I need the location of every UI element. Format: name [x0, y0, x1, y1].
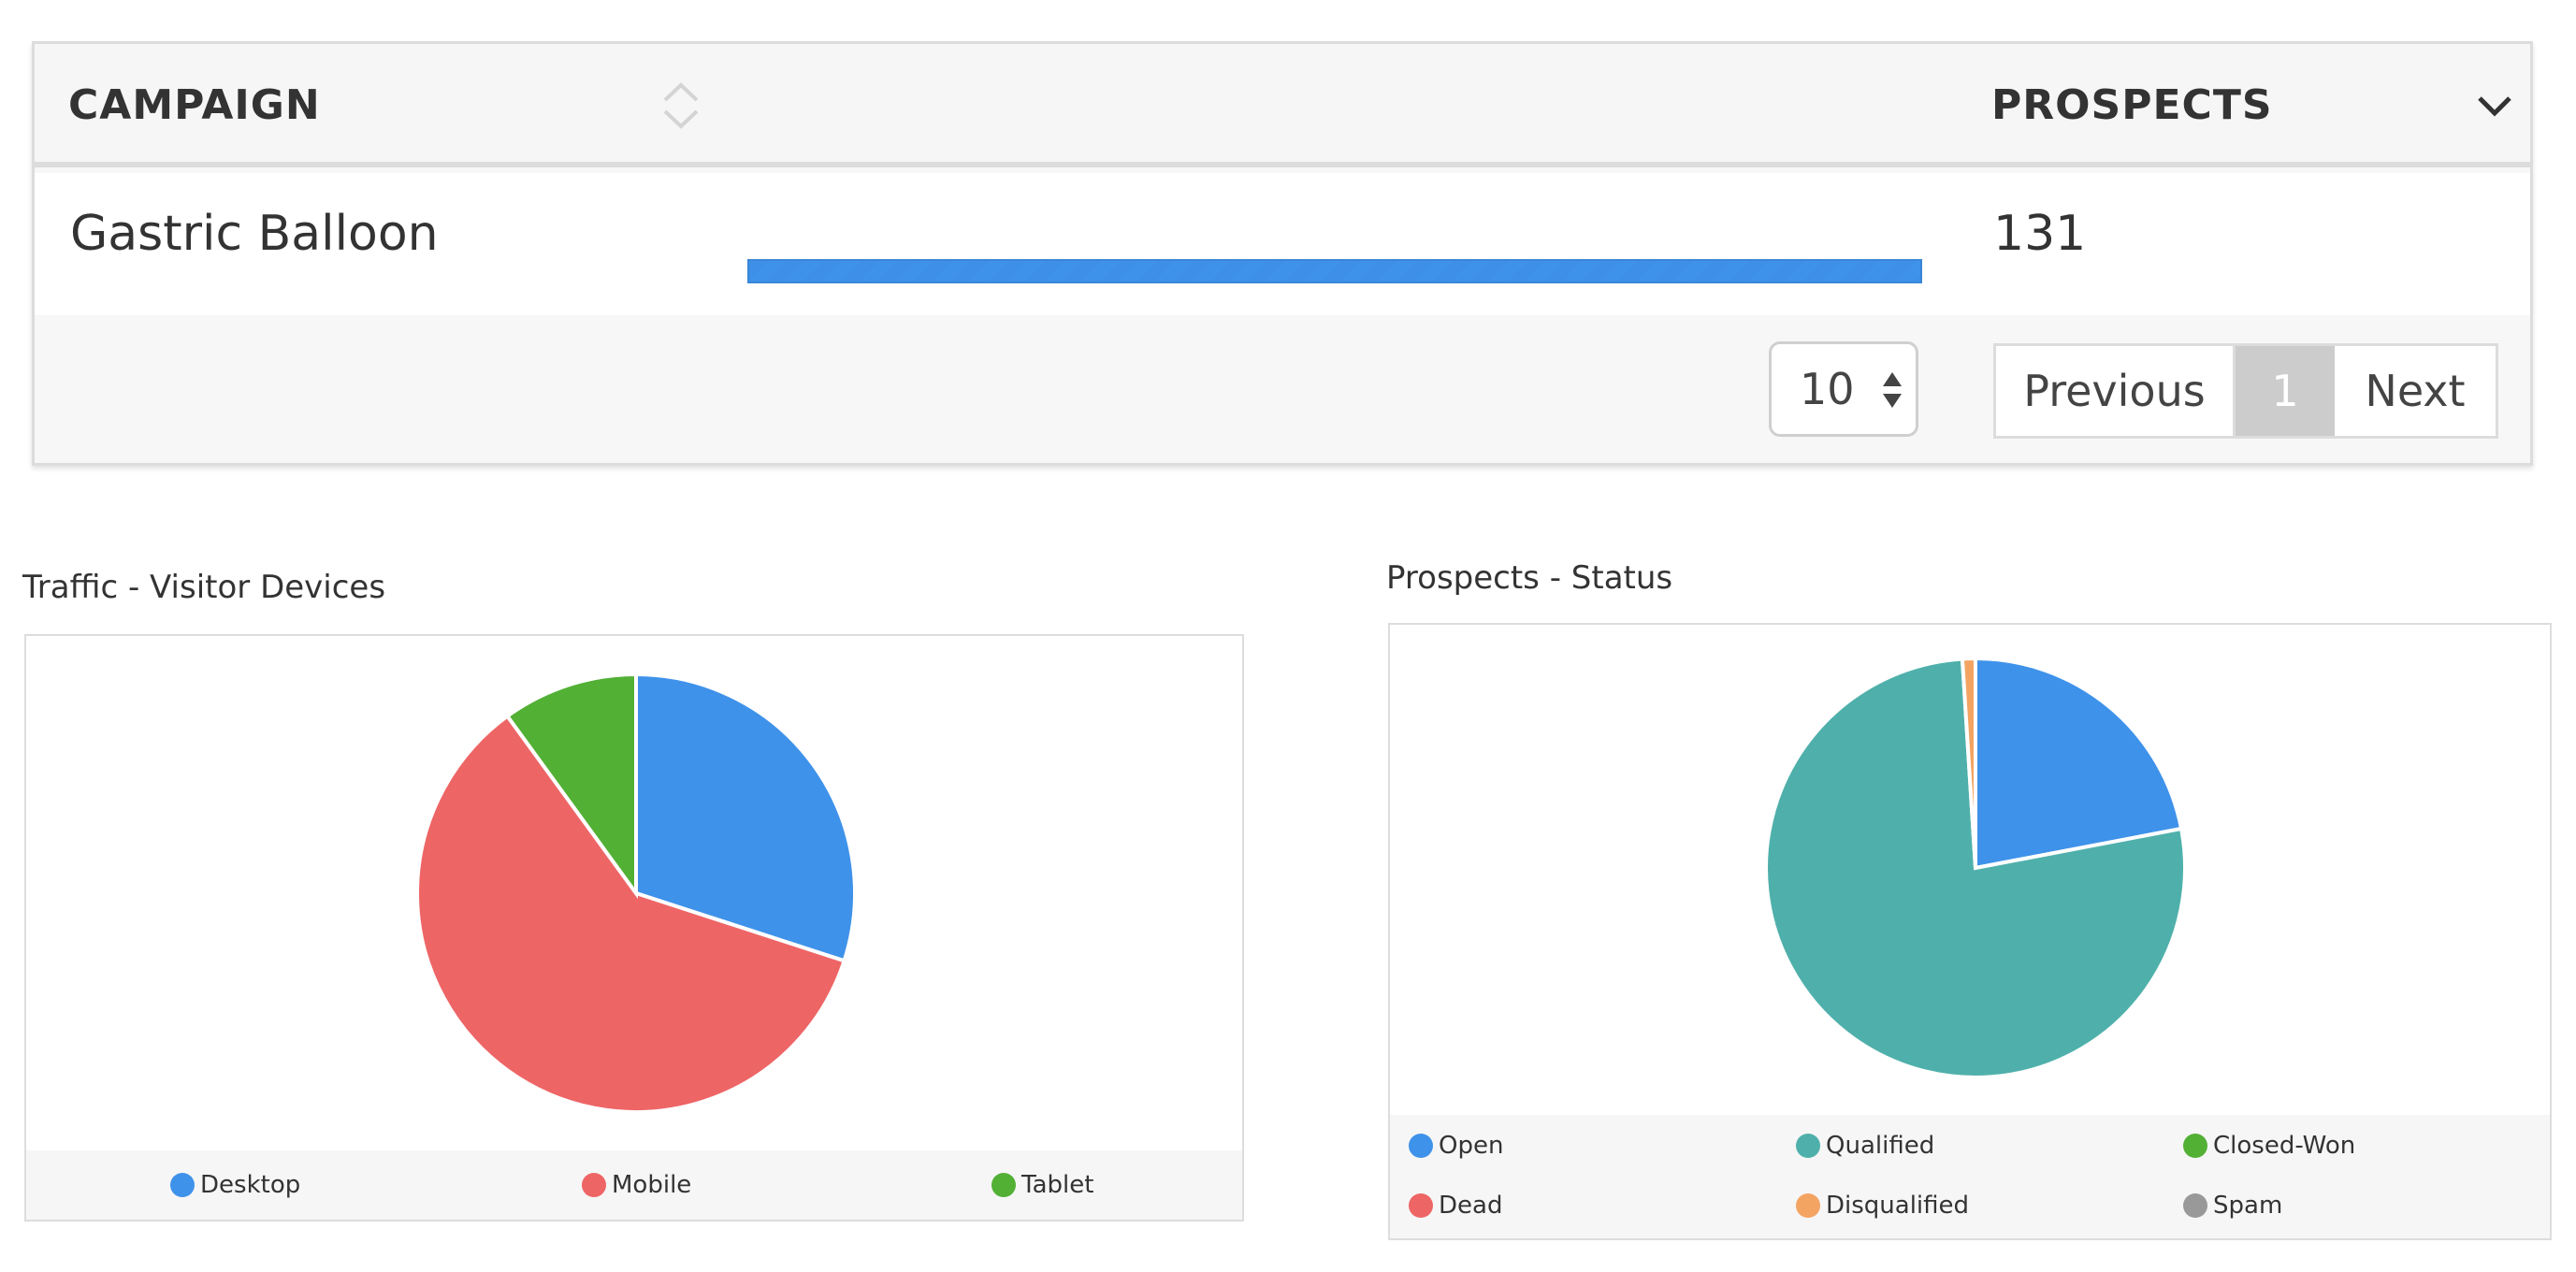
status-slice-qualified[interactable] [1764, 657, 2187, 1079]
legend-swatch [2183, 1134, 2207, 1158]
legend-swatch [1796, 1134, 1820, 1158]
traffic-slice-tablet[interactable] [504, 672, 638, 900]
traffic-slice-mobile[interactable] [415, 713, 847, 1114]
status-pie-chart [1764, 656, 2187, 1079]
legend-swatch [1796, 1193, 1820, 1218]
legend-swatch [170, 1173, 195, 1197]
status-chart-title: Prospects - Status [1386, 559, 1673, 597]
table-row[interactable]: Gastric Balloon 131 [35, 173, 2530, 315]
legend-swatch [1409, 1134, 1433, 1158]
chevron-down-icon[interactable] [2476, 93, 2513, 119]
table-footer: 10 Previous 1 Next [35, 315, 2530, 463]
status-slice-disqualified[interactable] [1960, 656, 1977, 869]
page-size-select[interactable]: 10 [1769, 341, 1918, 437]
legend-item-open[interactable]: Open [1409, 1132, 1503, 1160]
legend-swatch [1409, 1193, 1433, 1218]
legend-item-tablet[interactable]: Tablet [991, 1171, 1093, 1199]
campaign-table: CAMPAIGN PROSPECTS Gastric Balloon 131 1… [32, 41, 2533, 466]
previous-page-button[interactable]: Previous [1996, 346, 2236, 436]
legend-label: Spam [2213, 1192, 2283, 1220]
legend-swatch [991, 1173, 1016, 1197]
column-header-campaign[interactable]: CAMPAIGN [68, 81, 321, 129]
up-down-arrows-icon [1883, 372, 1902, 408]
status-legend: Open Qualified Closed-Won Dead Disqualif… [1390, 1115, 2550, 1238]
status-slice-open[interactable] [1974, 656, 2184, 871]
legend-label: Disqualified [1826, 1192, 1970, 1220]
prospects-count: 131 [1993, 206, 2087, 262]
pagination: Previous 1 Next [1993, 343, 2498, 439]
traffic-legend: Desktop Mobile Tablet [26, 1150, 1242, 1220]
legend-label: Mobile [612, 1171, 692, 1199]
legend-item-dead[interactable]: Dead [1409, 1192, 1502, 1220]
legend-item-qualified[interactable]: Qualified [1796, 1132, 1934, 1160]
legend-label: Qualified [1826, 1132, 1935, 1160]
prospects-bar-fill [747, 259, 1922, 283]
campaign-name[interactable]: Gastric Balloon [70, 206, 439, 262]
legend-item-spam[interactable]: Spam [2183, 1192, 2282, 1220]
traffic-slice-desktop[interactable] [634, 672, 857, 963]
legend-swatch [2183, 1193, 2207, 1218]
status-chart-panel: Open Qualified Closed-Won Dead Disqualif… [1388, 623, 2552, 1240]
traffic-chart-panel: Desktop Mobile Tablet [24, 634, 1244, 1221]
legend-item-mobile[interactable]: Mobile [582, 1171, 691, 1199]
legend-swatch [582, 1173, 606, 1197]
legend-item-disqualified[interactable]: Disqualified [1796, 1192, 1969, 1220]
legend-label: Desktop [200, 1171, 301, 1199]
sort-icon[interactable] [658, 80, 704, 132]
legend-label: Closed-Won [2213, 1132, 2356, 1160]
column-header-prospects[interactable]: PROSPECTS [1991, 81, 2273, 129]
prospects-bar [747, 259, 1922, 283]
legend-label: Dead [1439, 1192, 1503, 1220]
traffic-pie-chart [415, 672, 857, 1114]
page-size-value: 10 [1800, 364, 1855, 414]
legend-item-closed-won[interactable]: Closed-Won [2183, 1132, 2355, 1160]
legend-label: Tablet [1021, 1171, 1094, 1199]
legend-item-desktop[interactable]: Desktop [170, 1171, 300, 1199]
current-page-button[interactable]: 1 [2236, 346, 2335, 436]
legend-label: Open [1439, 1132, 1504, 1160]
next-page-button[interactable]: Next [2365, 366, 2466, 416]
table-header: CAMPAIGN PROSPECTS [35, 44, 2530, 167]
traffic-chart-title: Traffic - Visitor Devices [22, 569, 386, 606]
